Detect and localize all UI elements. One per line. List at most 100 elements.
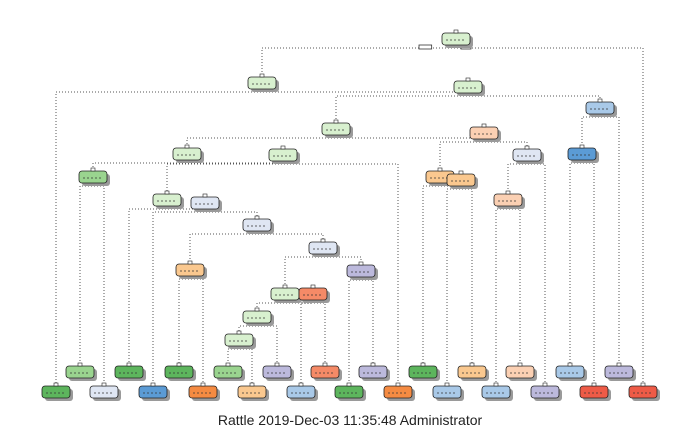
node-box [188, 385, 218, 399]
split-node [446, 170, 478, 189]
node-box [567, 147, 597, 161]
node-box [89, 385, 119, 399]
node-number-tab [150, 382, 156, 387]
node-box [242, 218, 272, 232]
node-box [469, 126, 499, 140]
tree-edge [439, 140, 485, 170]
node-number-tab [420, 362, 426, 367]
split-node [242, 307, 274, 326]
leaf-node [286, 382, 318, 401]
leaf-node [188, 382, 220, 401]
leaf-node [604, 362, 636, 381]
leaf-node [555, 362, 587, 381]
leaf-node [530, 382, 562, 401]
node-number-tab [200, 382, 206, 387]
leaf-node [628, 382, 660, 401]
node-number-tab [370, 362, 376, 367]
leaf-node [334, 382, 366, 401]
node-number-tab [597, 98, 603, 103]
node-number-tab [236, 330, 242, 335]
node-number-tab [358, 261, 364, 266]
tree-nodes [41, 29, 660, 401]
node-number-tab [444, 382, 450, 387]
node-box [138, 385, 168, 399]
split-node [270, 284, 302, 303]
tree-edge [360, 278, 374, 365]
tree-edge [178, 277, 191, 365]
tree-edge [446, 187, 462, 385]
leaf-node [457, 362, 489, 381]
node-number-tab [176, 362, 182, 367]
leaf-node [408, 362, 440, 381]
tree-edge [422, 184, 441, 365]
tree-edge [261, 80, 469, 93]
tree-edge [495, 207, 509, 385]
tree-edge [261, 46, 457, 76]
split-node [512, 145, 544, 164]
node-box [457, 365, 487, 379]
node-box [481, 385, 511, 399]
node-box [628, 385, 658, 399]
leaf-node [358, 362, 390, 381]
split-node [585, 98, 617, 117]
tree-edge [581, 161, 595, 385]
tree-edge [186, 136, 337, 147]
leaf-node [237, 382, 269, 401]
split-node [346, 261, 378, 280]
tree-edge [189, 232, 258, 263]
node-number-tab [453, 29, 459, 34]
node-number-tab [225, 362, 231, 367]
split-node [298, 284, 330, 303]
node-number-tab [254, 215, 260, 220]
node-number-tab [249, 382, 255, 387]
node-number-tab [567, 362, 573, 367]
node-box [441, 32, 471, 46]
node-box [453, 80, 483, 94]
split-node [308, 238, 340, 257]
node-box [114, 365, 144, 379]
split-node [190, 193, 222, 212]
tree-edge [282, 162, 399, 385]
split-node [224, 330, 256, 349]
node-number-tab [517, 362, 523, 367]
node-box [262, 365, 292, 379]
node-box [493, 193, 523, 207]
tree-edge [467, 94, 601, 101]
node-box [579, 385, 609, 399]
node-number-tab [458, 170, 464, 175]
tree-edge [460, 187, 473, 365]
leaf-node [138, 382, 170, 401]
tree-edge [284, 255, 324, 287]
plot-caption: Rattle 2019-Dec-03 11:35:48 Administrato… [217, 412, 483, 428]
node-box [346, 264, 376, 278]
node-number-tab [280, 145, 286, 150]
leaf-node [65, 362, 97, 381]
tree-edge [152, 210, 206, 385]
node-box [310, 365, 340, 379]
node-number-tab [298, 382, 304, 387]
node-number-tab [524, 145, 530, 150]
tree-edge [256, 324, 278, 365]
node-box [190, 196, 220, 210]
leaf-node [579, 382, 611, 401]
tree-edge [227, 347, 240, 365]
node-box [308, 241, 338, 255]
leaf-node [310, 362, 342, 381]
node-number-tab [481, 123, 487, 128]
node-box [432, 385, 462, 399]
node-number-tab [187, 260, 193, 265]
split-node [567, 144, 599, 163]
node-box [286, 385, 316, 399]
tree-edge [335, 126, 485, 139]
leaf-node [481, 382, 513, 401]
node-number-tab [53, 382, 59, 387]
split-node [493, 190, 525, 209]
tree-edge [335, 94, 469, 122]
node-box [41, 385, 71, 399]
node-box [268, 148, 298, 162]
node-box [298, 287, 328, 301]
node-number-tab [310, 284, 316, 289]
node-box [585, 101, 615, 115]
tree-edge [312, 301, 326, 365]
split-node [469, 123, 501, 142]
